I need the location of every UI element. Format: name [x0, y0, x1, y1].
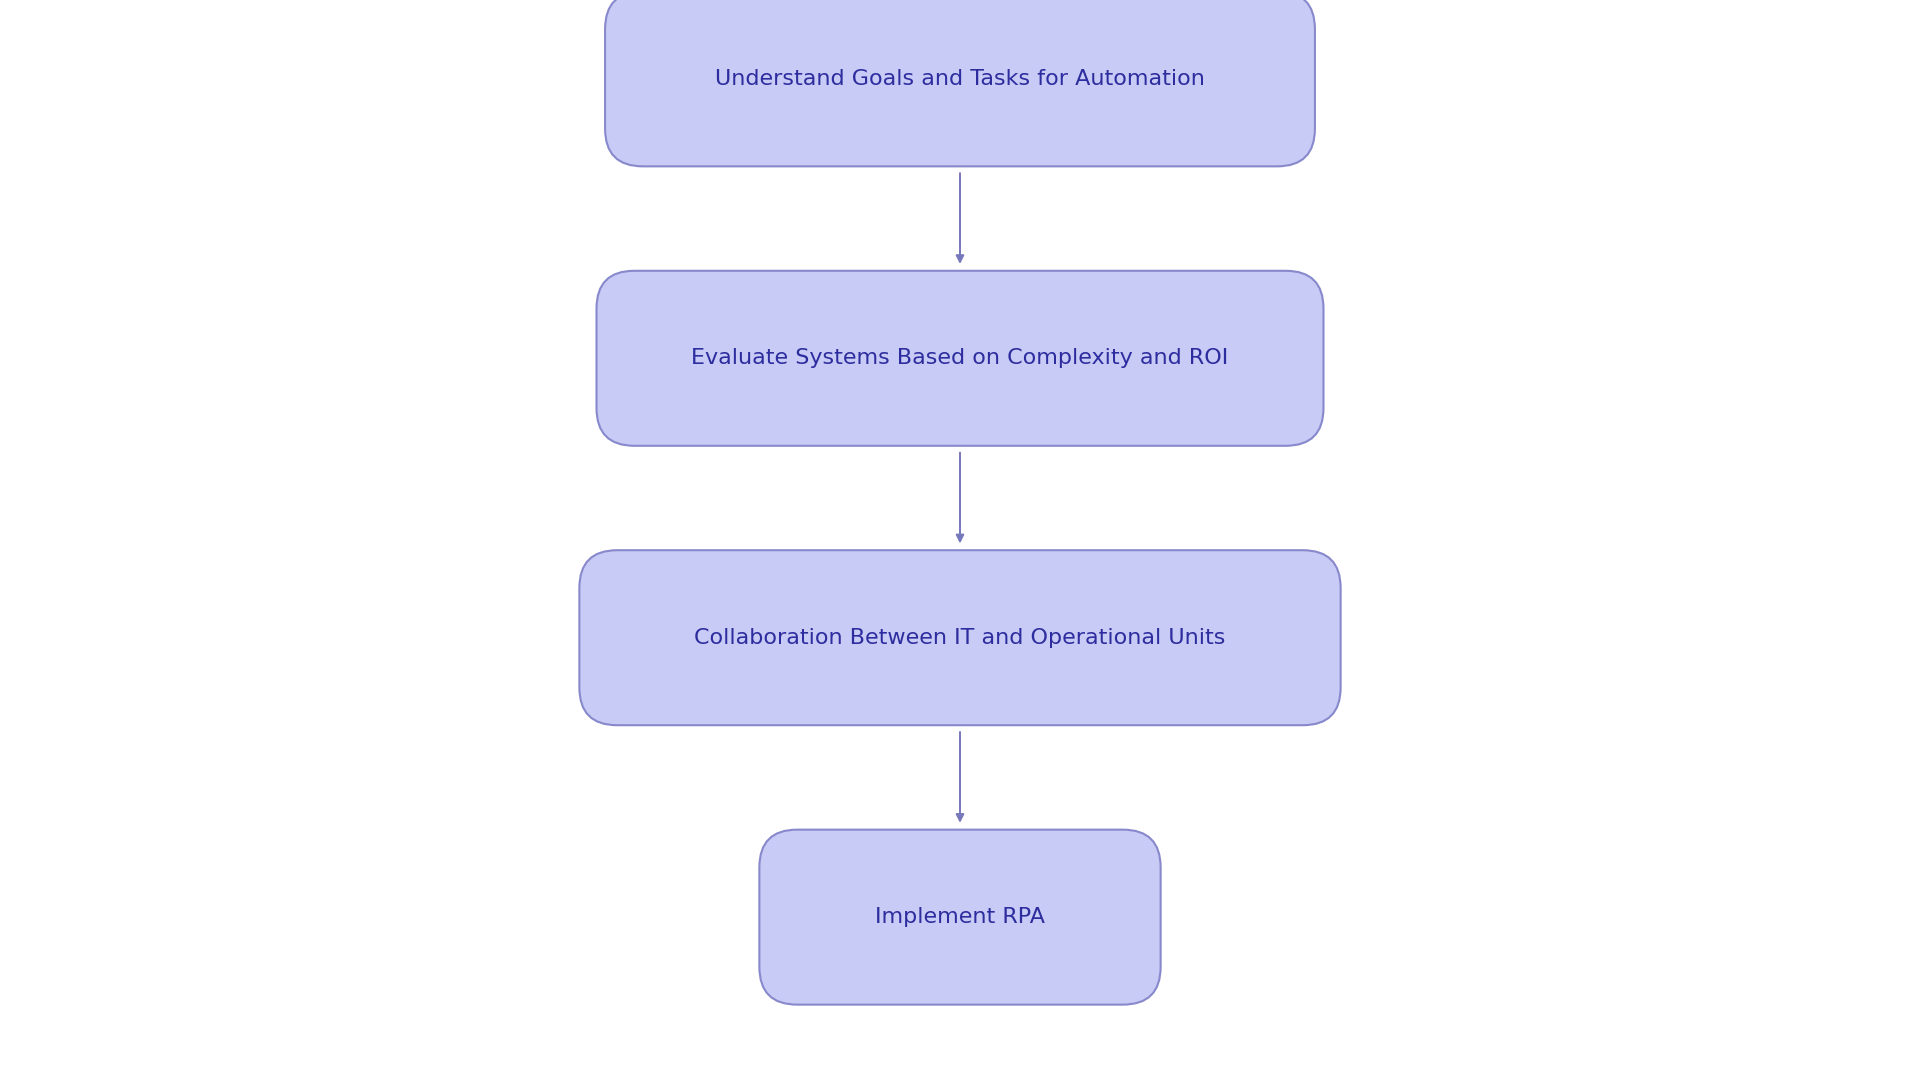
- Text: Collaboration Between IT and Operational Units: Collaboration Between IT and Operational…: [695, 627, 1225, 648]
- FancyBboxPatch shape: [597, 271, 1323, 446]
- Text: Evaluate Systems Based on Complexity and ROI: Evaluate Systems Based on Complexity and…: [691, 348, 1229, 368]
- FancyBboxPatch shape: [580, 550, 1340, 725]
- Text: Understand Goals and Tasks for Automation: Understand Goals and Tasks for Automatio…: [714, 69, 1206, 89]
- FancyBboxPatch shape: [760, 829, 1160, 1004]
- Text: Implement RPA: Implement RPA: [876, 907, 1044, 927]
- FancyBboxPatch shape: [605, 0, 1315, 166]
